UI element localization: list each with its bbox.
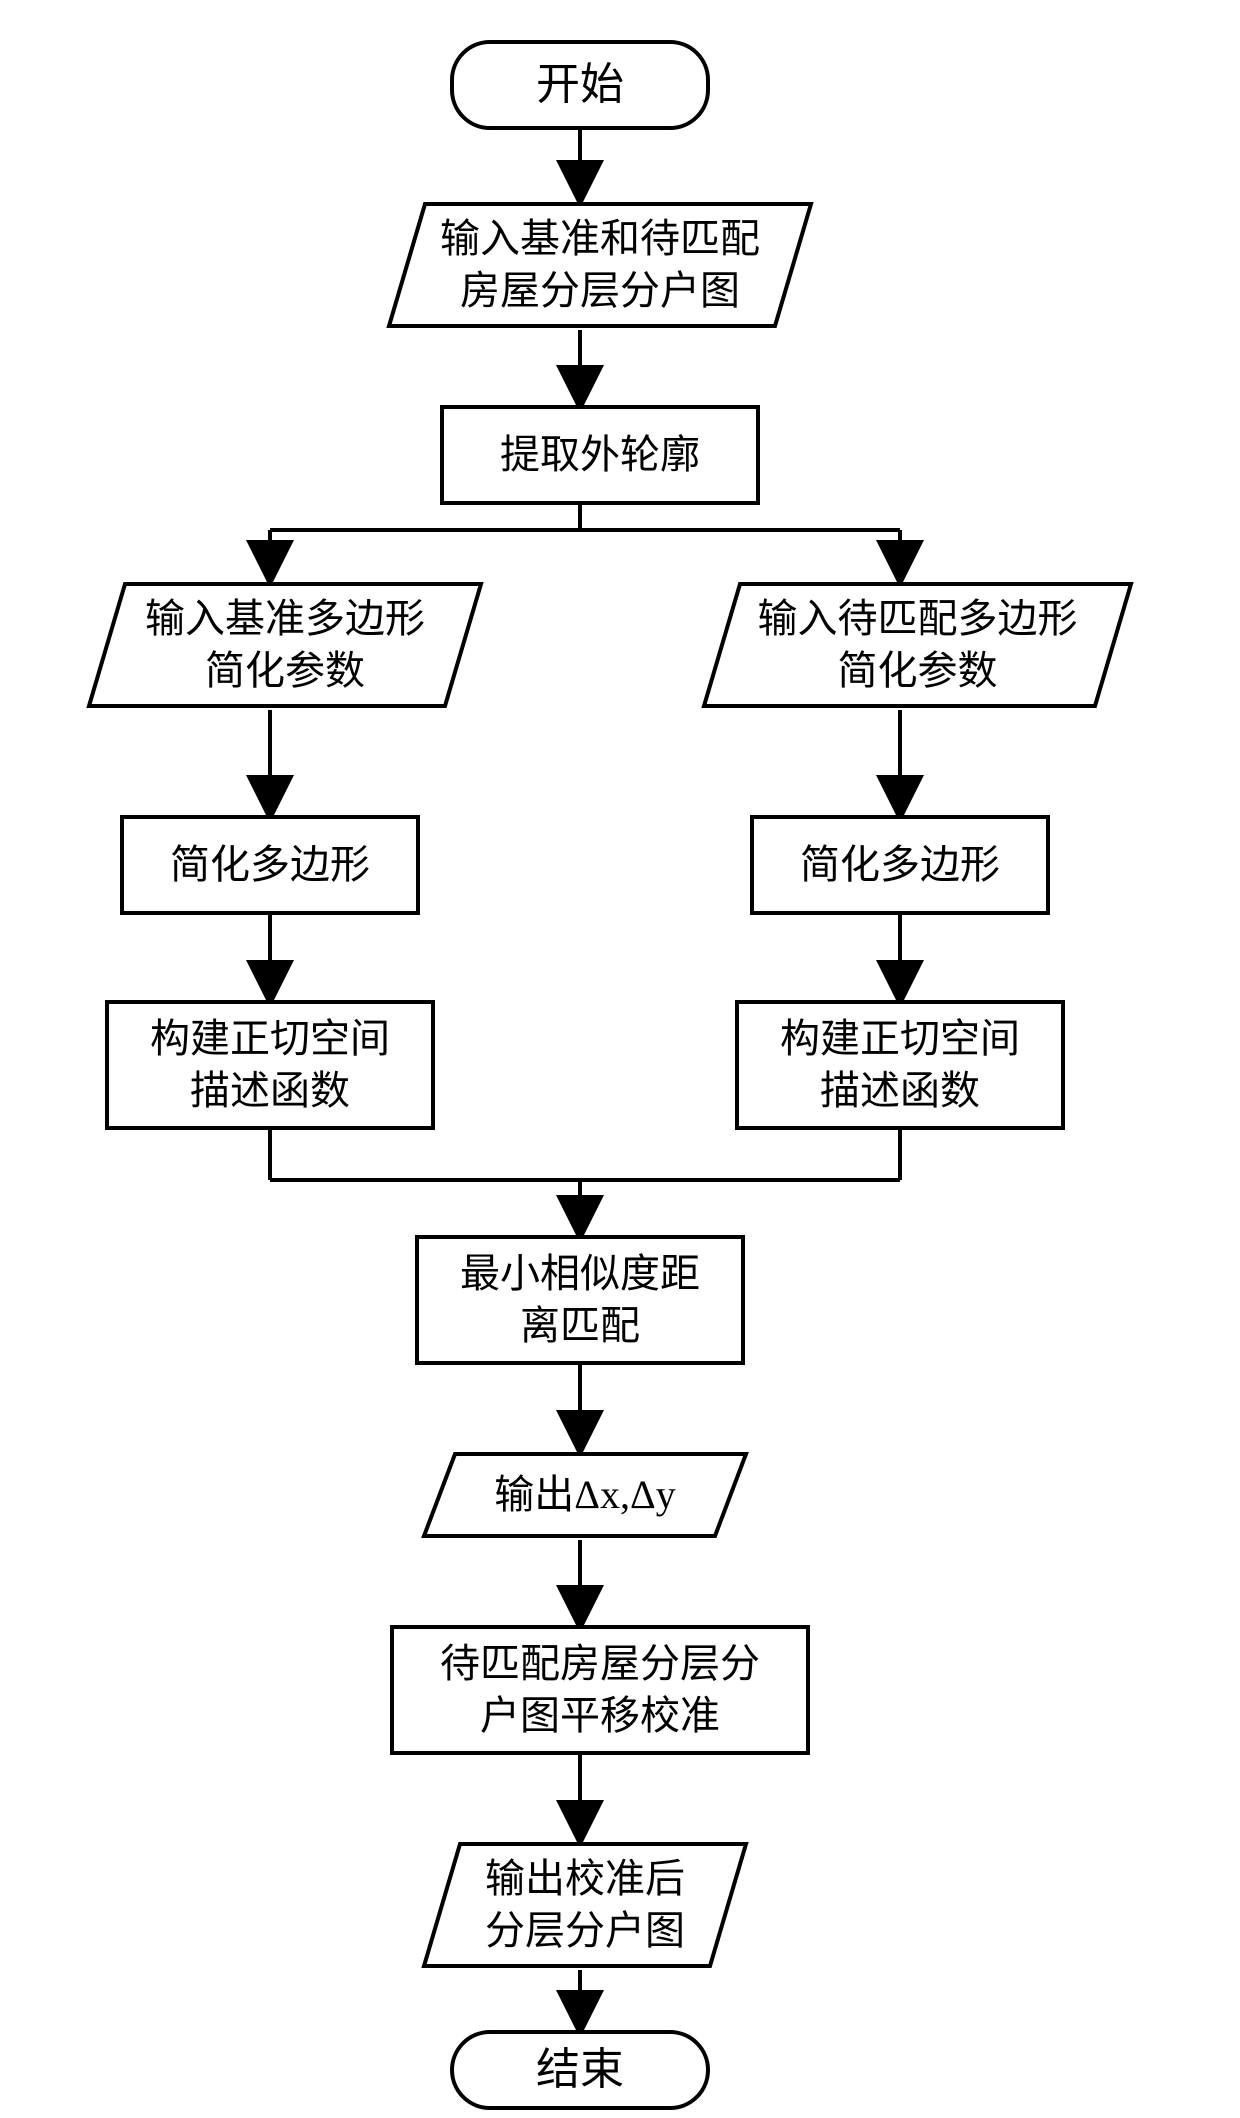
- node-input-maps-line1: 输入基准和待匹配: [440, 213, 760, 265]
- node-input-ref-params-line2: 简化参数: [145, 645, 425, 697]
- node-input-match-params-line1: 输入待匹配多边形: [758, 593, 1078, 645]
- node-extract-contour: 提取外轮廓: [440, 405, 760, 505]
- node-extract-contour-label: 提取外轮廓: [500, 429, 700, 481]
- node-end: 结束: [450, 2030, 710, 2110]
- node-input-maps-line2: 房屋分层分户图: [440, 265, 760, 317]
- node-simplify-left: 简化多边形: [120, 815, 420, 915]
- node-output-delta-label: 输出Δx,Δy: [494, 1469, 675, 1521]
- node-simplify-left-label: 简化多边形: [170, 839, 370, 891]
- node-tangent-right-line2: 描述函数: [780, 1065, 1020, 1117]
- node-input-match-params: 输入待匹配多边形 简化参数: [700, 580, 1135, 710]
- node-calibrate: 待匹配房屋分层分 户图平移校准: [390, 1625, 810, 1755]
- node-min-distance: 最小相似度距 离匹配: [415, 1235, 745, 1365]
- node-output-delta: 输出Δx,Δy: [420, 1450, 750, 1540]
- node-tangent-left-line2: 描述函数: [150, 1065, 390, 1117]
- node-input-ref-params: 输入基准多边形 简化参数: [85, 580, 485, 710]
- node-start: 开始: [450, 40, 710, 130]
- node-output-maps-line2: 分层分户图: [485, 1905, 685, 1957]
- node-input-match-params-line2: 简化参数: [758, 645, 1078, 697]
- node-tangent-right-line1: 构建正切空间: [780, 1013, 1020, 1065]
- node-input-maps: 输入基准和待匹配 房屋分层分户图: [385, 200, 815, 330]
- node-min-distance-line1: 最小相似度距: [460, 1248, 700, 1300]
- node-simplify-right: 简化多边形: [750, 815, 1050, 915]
- node-simplify-right-label: 简化多边形: [800, 839, 1000, 891]
- node-output-maps: 输出校准后 分层分户图: [420, 1840, 750, 1970]
- node-output-maps-line1: 输出校准后: [485, 1853, 685, 1905]
- node-min-distance-line2: 离匹配: [460, 1300, 700, 1352]
- node-tangent-right: 构建正切空间 描述函数: [735, 1000, 1065, 1130]
- node-tangent-left: 构建正切空间 描述函数: [105, 1000, 435, 1130]
- node-start-label: 开始: [536, 56, 624, 113]
- node-input-ref-params-line1: 输入基准多边形: [145, 593, 425, 645]
- node-calibrate-line2: 户图平移校准: [440, 1690, 760, 1742]
- node-end-label: 结束: [536, 2041, 624, 2098]
- node-tangent-left-line1: 构建正切空间: [150, 1013, 390, 1065]
- node-calibrate-line1: 待匹配房屋分层分: [440, 1638, 760, 1690]
